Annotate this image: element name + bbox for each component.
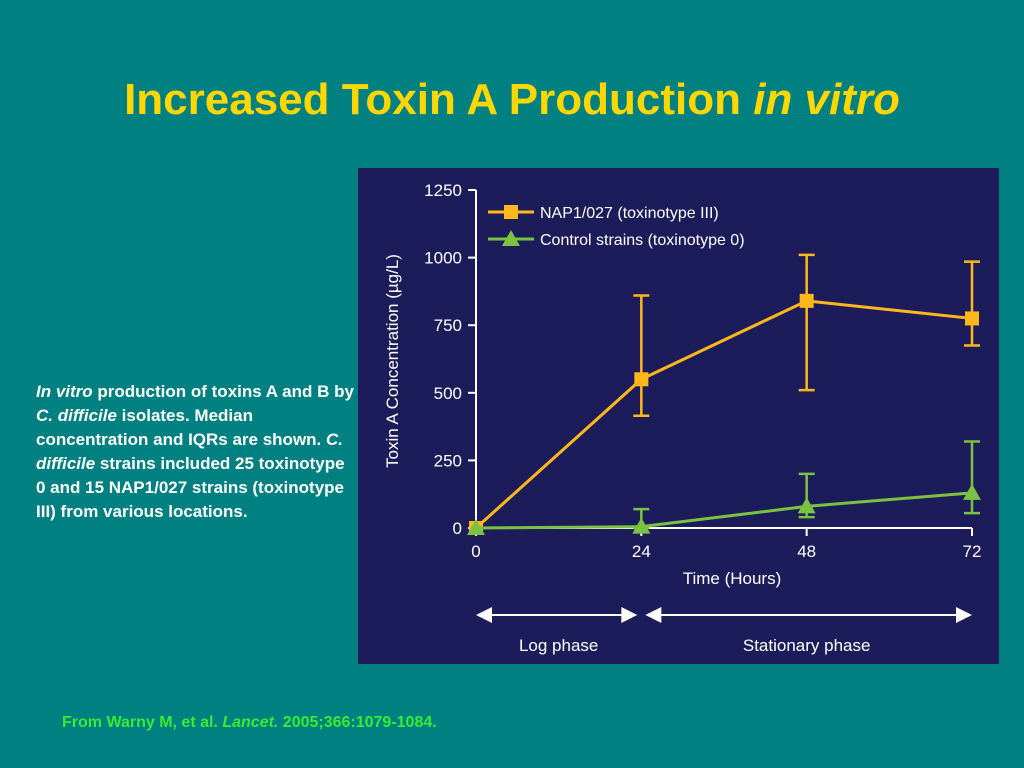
legend-marker-square [504, 205, 518, 219]
legend-layer: NAP1/027 (toxinotype III) Control strains… [488, 205, 745, 249]
caption-part-3: C. difficile [36, 406, 117, 425]
x-tick-label: 24 [632, 542, 651, 561]
series-control [467, 440, 981, 535]
slide-title-main: Increased Toxin A Production [124, 75, 754, 124]
y-tick-label: 0 [453, 519, 462, 538]
y-tick-label: 1250 [424, 181, 462, 200]
phase-label: Stationary phase [743, 636, 871, 655]
x-axis-label: Time (Hours) [683, 569, 782, 588]
phase-arrow-head-right [621, 607, 638, 623]
caption-part-6: strains included 25 toxinotype 0 and 15 … [36, 454, 345, 521]
x-tick-label: 48 [797, 542, 816, 561]
series-line [474, 299, 973, 530]
series-line [475, 491, 973, 530]
data-point-triangle [963, 483, 981, 500]
source-suffix: 2005;366:1079-1084. [278, 714, 437, 731]
data-point-triangle [632, 517, 651, 534]
data-point-square [799, 293, 814, 308]
slide-title: Increased Toxin A Production in vitro [0, 72, 1024, 128]
caption-part-2: production of toxins A and B by [92, 382, 354, 401]
legend-label: Control strains (toxinotype 0) [540, 232, 745, 249]
phase-arrow-head-left [476, 607, 492, 623]
y-tick-label: 750 [434, 316, 462, 335]
y-axis-label: Toxin A Concentration (µg/L) [383, 254, 402, 468]
phase-log: Log phase [476, 607, 638, 655]
caption-part-1: In vitro [36, 382, 93, 401]
x-tick-label: 0 [471, 542, 480, 561]
caption-part-4: isolates. Median concentration and IQRs … [36, 406, 326, 449]
y-tick-label: 250 [434, 451, 462, 470]
data-point-square [634, 372, 649, 387]
x-tick-label: 72 [963, 542, 982, 561]
phase-label: Log phase [519, 636, 598, 655]
phase-layer: Log phase Stationary phase [476, 607, 972, 655]
legend-marker-triangle [502, 230, 520, 246]
legend-label: NAP1/027 (toxinotype III) [540, 205, 719, 222]
data-point-square [965, 311, 979, 326]
series-layer [467, 253, 981, 535]
data-point-triangle [467, 519, 485, 535]
caption-text: In vitro production of toxins A and B by… [36, 380, 356, 524]
source-citation: From Warny M, et al. Lancet. 2005;366:10… [62, 714, 437, 732]
chart-panel: 0 250 500 750 1000 1250 0 24 48 72 NAP1/027 (toxi… [358, 168, 999, 664]
series-nap1 [469, 253, 980, 535]
data-point-triangle [797, 497, 816, 514]
phase-arrow-head-left [645, 607, 662, 623]
chart-svg: 0 250 500 750 1000 1250 0 24 48 72 NAP1/027 (toxi… [383, 181, 982, 655]
caption-part-5: C. difficile [36, 430, 343, 473]
y-tick-label: 1000 [424, 249, 462, 268]
source-journal: Lancet. [222, 714, 279, 731]
y-tick-label: 500 [434, 384, 462, 403]
phase-stationary: Stationary phase [645, 607, 972, 655]
phase-arrow-head-right [956, 607, 972, 623]
slide-title-italic: in vitro [753, 75, 900, 124]
source-prefix: From Warny M, et al. [62, 714, 223, 731]
